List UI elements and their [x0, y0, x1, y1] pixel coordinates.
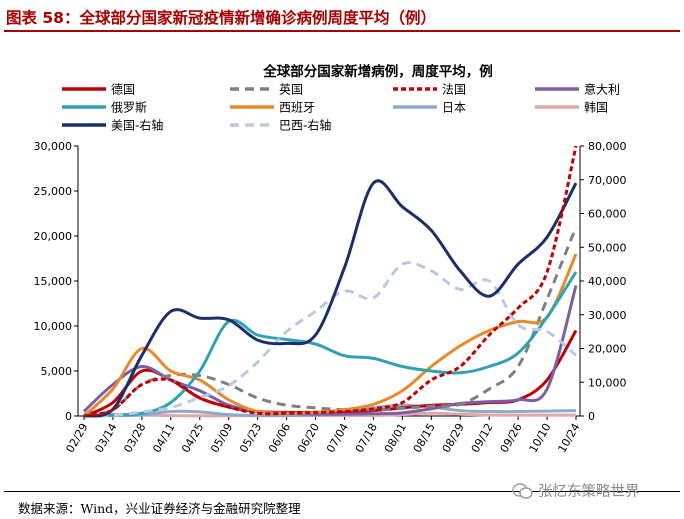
legend-label-8: 美国-右轴 [111, 118, 163, 133]
x-tick-label: 03/28 [121, 421, 148, 455]
x-tick-label: 02/29 [63, 421, 90, 455]
header-divider [4, 30, 680, 32]
x-tick-label: 07/18 [353, 421, 380, 455]
x-tick-label: 10/24 [555, 421, 582, 455]
series-line-1 [83, 226, 578, 418]
y-right-tick-label: 30,000 [588, 309, 627, 322]
y-right-tick-label: 60,000 [588, 208, 627, 221]
series-line-8 [83, 179, 578, 418]
x-tick-label: 06/20 [295, 421, 322, 455]
x-tick-label: 09/26 [498, 421, 525, 455]
y-right-tick-label: 10,000 [588, 376, 627, 389]
data-source-note: 数据来源：Wind，兴业证券经济与金融研究院整理 [18, 501, 301, 516]
x-tick-label: 04/11 [150, 421, 177, 455]
x-tick-label: 05/09 [208, 421, 235, 455]
y-left-tick-label: 5,000 [41, 365, 73, 378]
y-left-tick-label: 0 [65, 410, 72, 423]
legend-label-4: 俄罗斯 [111, 101, 147, 115]
watermark: 张忆东策略世界 [512, 480, 682, 502]
y-left-tick-label: 15,000 [34, 275, 73, 288]
y-left-tick-label: 10,000 [34, 320, 73, 333]
series-line-2 [83, 145, 578, 418]
y-right-tick-label: 40,000 [588, 275, 627, 288]
series-line-5 [82, 253, 578, 418]
figure-header: 图表 58：全球部分国家新冠疫情新增确诊病例周度平均（例） [0, 0, 684, 32]
series-line-4 [83, 271, 578, 418]
x-tick-label: 08/01 [382, 421, 409, 455]
legend-label-3: 意大利 [584, 82, 620, 97]
x-tick-label: 09/12 [469, 421, 496, 455]
legend-label-0: 德国 [111, 82, 135, 97]
legend-label-5: 西班牙 [279, 101, 315, 115]
figure-title: 图表 58：全球部分国家新冠疫情新增确诊病例周度平均（例） [6, 9, 436, 27]
x-tick-label: 04/25 [179, 421, 206, 455]
y-right-tick-label: 20,000 [588, 343, 627, 356]
legend-label-9: 巴西-右轴 [279, 118, 331, 133]
x-tick-label: 10/10 [527, 421, 554, 455]
y-right-tick-label: 0 [588, 410, 595, 423]
chart-title: 全球部分国家新增病例，周度平均，例 [262, 63, 493, 80]
x-tick-label: 05/23 [237, 421, 264, 455]
legend-label-7: 韩国 [584, 100, 608, 115]
y-left-tick-label: 20,000 [34, 230, 73, 243]
y-left-tick-label: 25,000 [34, 185, 73, 198]
series-layer [82, 145, 578, 418]
watermark-text: 张忆东策略世界 [538, 484, 640, 500]
y-right-tick-label: 50,000 [588, 241, 627, 254]
wechat-icon [512, 483, 533, 499]
y-right-tick-label: 70,000 [588, 174, 627, 187]
footer-divider [4, 491, 680, 492]
x-tick-label: 08/29 [440, 421, 467, 455]
legend-label-1: 英国 [279, 83, 303, 97]
y-left-tick-label: 30,000 [34, 140, 73, 153]
y-right-tick-label: 80,000 [588, 140, 627, 153]
x-tick-label: 03/14 [92, 421, 119, 455]
legend-label-6: 日本 [442, 101, 466, 115]
legend-label-2: 法国 [442, 83, 466, 97]
x-tick-label: 08/15 [411, 421, 438, 455]
x-tick-label: 06/06 [266, 421, 293, 455]
x-tick-label: 07/04 [324, 421, 351, 455]
